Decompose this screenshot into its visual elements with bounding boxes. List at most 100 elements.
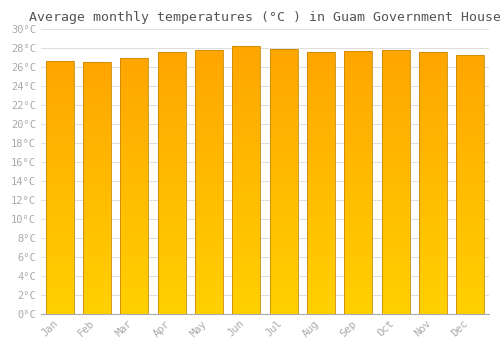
Bar xyxy=(195,179,223,181)
Bar xyxy=(382,82,409,83)
Bar xyxy=(419,150,447,152)
Bar xyxy=(344,75,372,76)
Bar xyxy=(158,63,186,64)
Bar xyxy=(270,170,297,171)
Bar xyxy=(456,85,484,86)
Bar xyxy=(158,158,186,159)
Bar xyxy=(46,180,74,181)
Bar xyxy=(46,154,74,156)
Bar xyxy=(270,131,297,133)
Bar xyxy=(83,256,111,257)
Bar xyxy=(232,117,260,119)
Bar xyxy=(232,100,260,101)
Bar xyxy=(456,55,484,56)
Bar xyxy=(307,132,335,133)
Bar xyxy=(83,73,111,74)
Bar xyxy=(344,189,372,190)
Bar xyxy=(195,146,223,148)
Bar xyxy=(344,166,372,167)
Bar xyxy=(83,94,111,96)
Bar xyxy=(270,254,297,256)
Bar xyxy=(83,272,111,273)
Bar xyxy=(456,155,484,156)
Bar xyxy=(270,72,297,73)
Bar xyxy=(120,76,148,77)
Bar xyxy=(419,285,447,286)
Bar xyxy=(456,179,484,181)
Bar xyxy=(382,150,409,152)
Bar xyxy=(382,298,409,299)
Bar xyxy=(270,271,297,273)
Bar xyxy=(232,159,260,160)
Bar xyxy=(307,175,335,176)
Bar xyxy=(195,104,223,106)
Bar xyxy=(307,123,335,124)
Bar xyxy=(232,112,260,113)
Bar xyxy=(232,57,260,58)
Bar xyxy=(307,192,335,194)
Bar xyxy=(158,66,186,68)
Bar xyxy=(195,204,223,206)
Bar xyxy=(382,177,409,178)
Bar xyxy=(344,272,372,273)
Bar xyxy=(307,229,335,230)
Bar xyxy=(344,58,372,59)
Bar xyxy=(382,274,409,275)
Bar xyxy=(83,222,111,223)
Bar xyxy=(307,166,335,167)
Bar xyxy=(270,197,297,199)
Bar xyxy=(120,78,148,79)
Bar xyxy=(270,274,297,275)
Bar xyxy=(46,231,74,233)
Bar xyxy=(456,187,484,188)
Bar xyxy=(419,267,447,268)
Bar xyxy=(195,113,223,115)
Bar xyxy=(270,279,297,281)
Bar xyxy=(419,268,447,269)
Bar xyxy=(270,92,297,93)
Bar xyxy=(419,217,447,218)
Bar xyxy=(419,301,447,302)
Bar xyxy=(456,159,484,160)
Bar xyxy=(232,49,260,50)
Bar xyxy=(344,248,372,250)
Bar xyxy=(232,308,260,310)
Bar xyxy=(120,119,148,120)
Bar xyxy=(195,273,223,274)
Bar xyxy=(46,149,74,150)
Bar xyxy=(120,110,148,112)
Bar xyxy=(232,131,260,132)
Bar xyxy=(382,240,409,241)
Bar xyxy=(382,281,409,282)
Bar xyxy=(270,223,297,224)
Bar xyxy=(158,144,186,145)
Bar xyxy=(232,299,260,300)
Bar xyxy=(232,211,260,212)
Bar xyxy=(419,57,447,59)
Bar xyxy=(419,273,447,274)
Bar xyxy=(419,276,447,277)
Bar xyxy=(120,153,148,154)
Bar xyxy=(232,132,260,133)
Bar xyxy=(307,187,335,188)
Bar xyxy=(344,51,372,52)
Bar xyxy=(419,75,447,76)
Bar xyxy=(83,195,111,196)
Bar xyxy=(46,293,74,295)
Bar xyxy=(456,226,484,227)
Bar xyxy=(344,77,372,79)
Bar xyxy=(195,173,223,174)
Bar xyxy=(158,297,186,298)
Bar xyxy=(232,89,260,91)
Bar xyxy=(158,155,186,157)
Bar xyxy=(232,274,260,275)
Bar xyxy=(83,280,111,281)
Bar xyxy=(195,83,223,85)
Bar xyxy=(344,117,372,118)
Bar xyxy=(419,307,447,308)
Bar xyxy=(270,159,297,160)
Bar xyxy=(232,86,260,88)
Bar xyxy=(456,146,484,147)
Bar xyxy=(382,121,409,123)
Bar xyxy=(419,303,447,304)
